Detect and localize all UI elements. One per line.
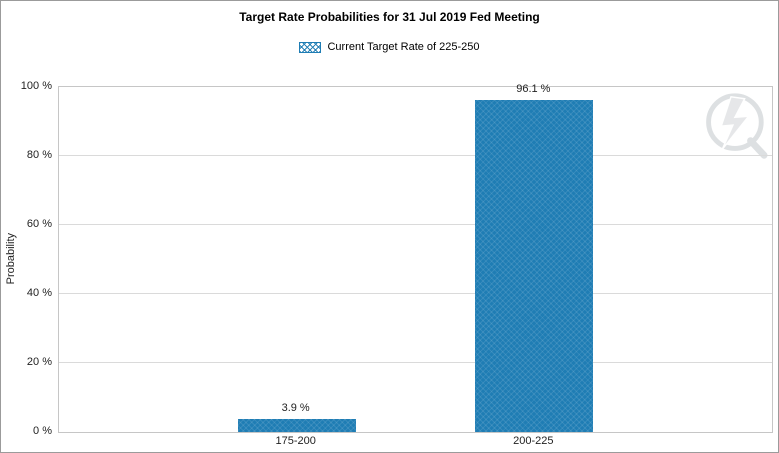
y-tick-label: 60 % — [26, 218, 52, 230]
x-tick-label: 175-200 — [275, 435, 316, 447]
y-tick-label: 80 % — [26, 149, 52, 161]
chart-legend: Current Target Rate of 225-250 — [1, 41, 778, 53]
legend-label: Current Target Rate of 225-250 — [327, 41, 480, 53]
bar-200-225 — [475, 100, 594, 432]
plot-area — [58, 86, 773, 433]
y-axis-title: Probability — [5, 232, 17, 285]
x-tick-label: 200-225 — [513, 435, 554, 447]
y-tick-label: 0 % — [33, 425, 52, 437]
bar-value-label: 96.1 % — [516, 83, 551, 96]
cme-watermark-icon — [706, 93, 768, 159]
y-axis-title-wrap: Probability — [3, 86, 19, 431]
gridline — [59, 155, 772, 156]
gridline — [59, 293, 772, 294]
gridline — [59, 362, 772, 363]
x-axis-labels: 175-200 200-225 — [58, 435, 771, 451]
bar-175-200 — [237, 418, 356, 432]
gridline — [59, 224, 772, 225]
bar-value-label: 3.9 % — [281, 401, 310, 414]
y-tick-label: 20 % — [26, 356, 52, 368]
y-tick-label: 100 % — [20, 80, 52, 92]
y-tick-label: 40 % — [26, 287, 52, 299]
chart-title: Target Rate Probabilities for 31 Jul 201… — [239, 10, 540, 24]
legend-swatch-hatched-icon — [299, 41, 322, 53]
